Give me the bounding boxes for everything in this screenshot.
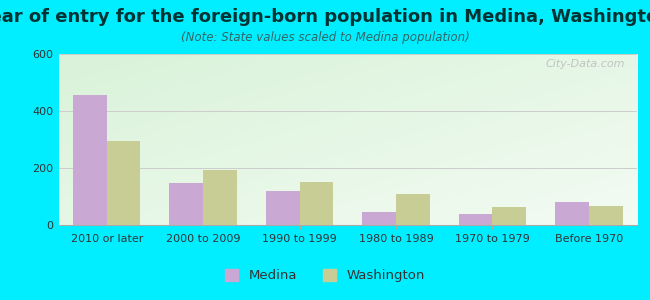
Bar <box>170 183 203 225</box>
Text: City-Data.com: City-Data.com <box>546 59 625 69</box>
Bar <box>493 207 526 225</box>
Bar <box>266 191 300 225</box>
Text: (Note: State values scaled to Medina population): (Note: State values scaled to Medina pop… <box>181 32 469 44</box>
Bar <box>589 206 623 225</box>
Legend: Medina, Washington: Medina, Washington <box>219 263 431 287</box>
Bar <box>555 202 589 225</box>
Bar <box>362 212 396 225</box>
Bar <box>73 95 107 225</box>
Bar <box>396 194 430 225</box>
Bar <box>459 214 493 225</box>
Text: Year of entry for the foreign-born population in Medina, Washington: Year of entry for the foreign-born popul… <box>0 8 650 26</box>
Bar <box>300 182 333 225</box>
Bar <box>107 141 140 225</box>
Bar <box>203 170 237 225</box>
